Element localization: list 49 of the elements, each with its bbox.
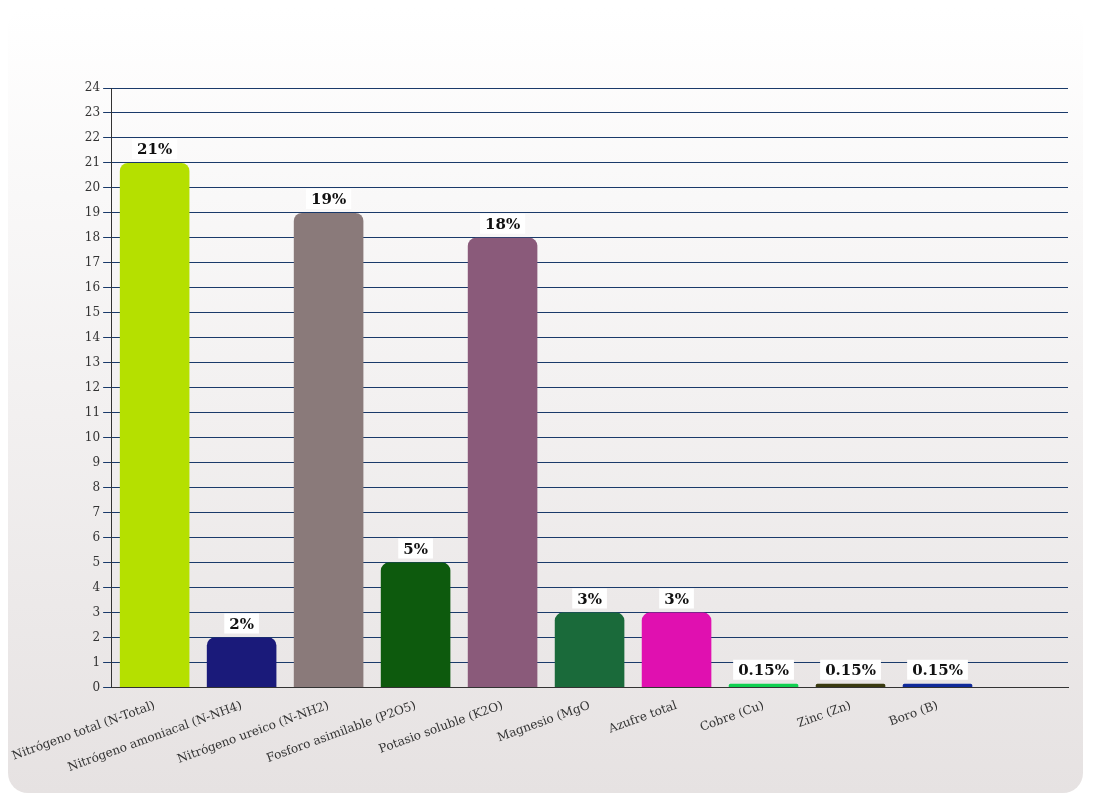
data-label: 18%: [485, 215, 521, 234]
data-label: 3%: [577, 589, 602, 608]
y-tick-label: 19: [84, 205, 101, 220]
bar: [119, 162, 190, 687]
y-tick-label: 14: [84, 329, 101, 344]
x-tick-label: Cobre (Cu): [697, 697, 766, 734]
y-tick-label: 17: [84, 254, 101, 269]
y-tick-label: 2: [92, 629, 101, 644]
y-tick-label: 12: [84, 379, 101, 394]
y-tick-label: 4: [92, 579, 101, 594]
y-tick-label: 24: [84, 80, 101, 95]
y-tick-label: 21: [84, 155, 101, 170]
bar: [293, 212, 364, 687]
bar: [380, 562, 451, 687]
bar: [815, 683, 886, 687]
y-tick-label: 23: [84, 105, 101, 120]
y-tick-label: 13: [84, 354, 101, 369]
y-tick-label: 5: [92, 554, 101, 569]
bar: [554, 612, 625, 687]
y-tick-label: 3: [92, 604, 101, 619]
bar: [206, 637, 277, 687]
y-tick-label: 18: [84, 229, 101, 244]
y-tick-label: 15: [84, 304, 101, 319]
data-label: 19%: [311, 190, 347, 209]
x-tick-label: Boro (B): [886, 697, 940, 729]
bar: [902, 683, 973, 687]
data-label: 0.15%: [912, 661, 963, 680]
data-label: 5%: [403, 539, 428, 558]
y-tick-label: 20: [84, 180, 101, 195]
y-tick-label: 10: [84, 429, 101, 444]
data-label: 0.15%: [738, 661, 789, 680]
x-tick-label: Azufre total: [605, 697, 679, 736]
y-tick-label: 11: [84, 404, 101, 419]
y-tick-label: 1: [92, 654, 101, 669]
x-tick-label: Zinc (Zn): [795, 697, 853, 731]
data-label: 2%: [229, 614, 254, 633]
y-tick-label: 9: [92, 454, 101, 469]
bar: [467, 237, 538, 687]
bar: [641, 612, 712, 687]
bar: [728, 683, 799, 687]
y-tick-label: 6: [92, 529, 101, 544]
y-tick-label: 22: [84, 130, 101, 145]
data-label: 0.15%: [825, 661, 876, 680]
data-label: 3%: [664, 589, 689, 608]
y-tick-label: 7: [92, 504, 101, 519]
y-tick-label: 8: [92, 479, 101, 494]
y-tick-label: 0: [92, 679, 101, 694]
data-label: 21%: [137, 140, 173, 159]
y-tick-label: 16: [84, 279, 101, 294]
